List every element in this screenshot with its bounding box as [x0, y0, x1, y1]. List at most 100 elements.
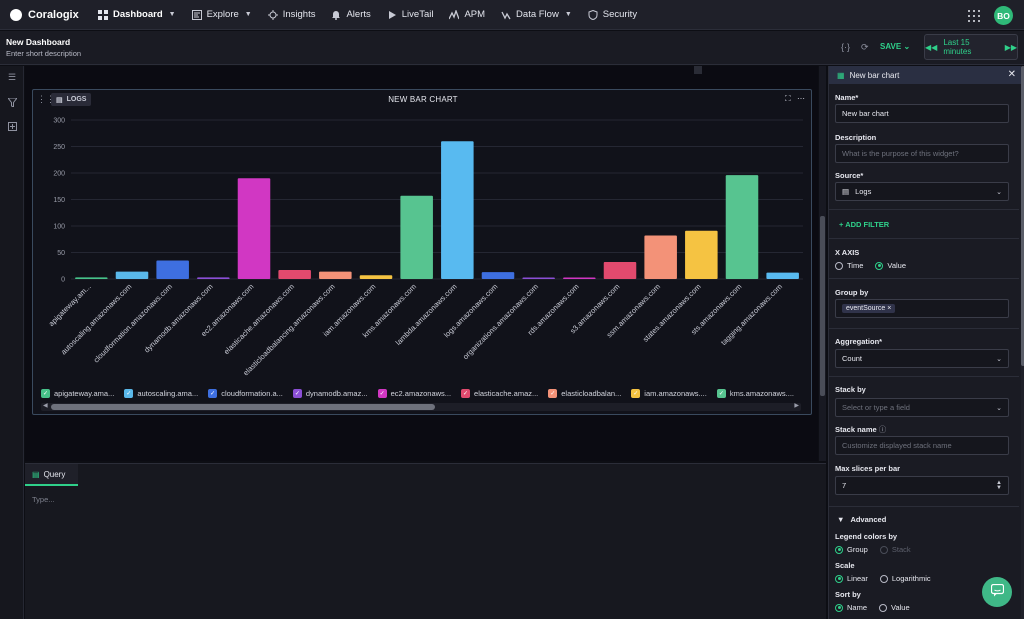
legend-item[interactable]: ✓ ec2.amazonaws...	[377, 387, 451, 399]
drag-handle-icon[interactable]: ⋮⋮	[37, 94, 55, 104]
scrollbar-thumb[interactable]	[51, 404, 435, 410]
more-options-icon[interactable]: ⋯	[797, 94, 805, 103]
bar[interactable]	[237, 178, 271, 279]
forward-icon[interactable]: ▶▶	[1004, 42, 1017, 52]
legend-checkbox[interactable]: ✓	[631, 388, 641, 398]
info-icon[interactable]: ⓘ	[878, 425, 887, 434]
bar-chart-widget[interactable]: ⋮⋮ ▤ LOGS NEW BAR CHART ⛶ ⋯ 0 50 100 150 200…	[32, 89, 812, 415]
nav-dataflow[interactable]: Data Flow ▼	[499, 0, 574, 30]
legend-item[interactable]: ✓ apigateway.ama...	[41, 387, 114, 399]
bar[interactable]	[197, 277, 230, 279]
chat-support-button[interactable]	[982, 577, 1012, 607]
add-widget-icon[interactable]	[7, 121, 17, 131]
bar[interactable]	[115, 271, 149, 279]
nav-alerts[interactable]: Alerts	[329, 0, 372, 30]
legend-checkbox[interactable]: ✓	[41, 388, 50, 398]
scroll-left-icon[interactable]: ◀	[43, 403, 48, 409]
group-by-field[interactable]: eventSource ×	[835, 299, 1009, 318]
sort-name-radio[interactable]: Name	[835, 603, 867, 612]
bar[interactable]	[522, 277, 555, 280]
description-field[interactable]: What is the purpose of this widget?	[835, 144, 1009, 163]
legend-stack-radio[interactable]: Stack	[879, 545, 911, 554]
source-select[interactable]: ▤ Logs ⌄	[835, 182, 1009, 201]
brand-logo[interactable]: Coralogix	[0, 8, 84, 21]
bar[interactable]	[725, 175, 759, 279]
name-field[interactable]: New bar chart	[835, 104, 1009, 123]
aggregation-select[interactable]: Count ⌄	[835, 349, 1009, 368]
y-tick-label: 0	[61, 277, 65, 284]
tab-query[interactable]: ▤ Query	[25, 464, 78, 486]
nav-livetail[interactable]: LiveTail	[385, 0, 436, 30]
bar[interactable]	[278, 269, 311, 279]
bar[interactable]	[441, 141, 474, 279]
nav-insights[interactable]: Insights	[266, 0, 318, 30]
nav-explore[interactable]: Explore ▼	[190, 0, 254, 30]
stack-by-select[interactable]: Select or type a field ⌄	[835, 398, 1009, 417]
save-button[interactable]: SAVE ⌄	[880, 42, 911, 51]
legend-group-radio[interactable]: Group	[835, 545, 868, 554]
scale-linear-radio[interactable]: Linear	[835, 574, 868, 583]
scrollbar-thumb[interactable]	[820, 216, 825, 396]
legend-item[interactable]: ✓ elasticache.amaz...	[461, 387, 538, 399]
bar[interactable]	[359, 275, 393, 279]
nav-security[interactable]: Security	[586, 0, 639, 30]
panel-scrollbar[interactable]	[1021, 66, 1024, 619]
legend-checkbox[interactable]: ✓	[124, 388, 134, 398]
max-slices-stepper[interactable]: 7 ▲ ▼	[835, 476, 1009, 495]
filter-icon[interactable]	[7, 97, 17, 107]
legend-checkbox[interactable]: ✓	[716, 388, 726, 398]
legend-checkbox[interactable]: ✓	[461, 388, 471, 398]
bar[interactable]	[685, 230, 718, 279]
rewind-icon[interactable]: ◀◀	[925, 42, 938, 52]
query-input[interactable]: Type...	[32, 495, 55, 504]
nav-apm[interactable]: APM	[447, 0, 487, 30]
x-tick-label: organizations.amazonaws.com	[461, 282, 540, 361]
bar[interactable]	[400, 195, 433, 279]
scale-log-radio[interactable]: Logarithmic	[879, 574, 931, 583]
legend-checkbox[interactable]: ✓	[548, 388, 558, 398]
brand-name: Coralogix	[28, 8, 79, 21]
bar[interactable]	[644, 235, 677, 279]
bar[interactable]	[319, 271, 352, 279]
bar[interactable]	[603, 262, 637, 279]
legend-item[interactable]: ✓ autoscaling.ama...	[124, 387, 198, 399]
legend-item[interactable]: ✓ elasticloadbalan...	[548, 387, 621, 399]
dashboard-description[interactable]: Enter short description	[6, 49, 82, 58]
legend-checkbox[interactable]: ✓	[377, 388, 387, 398]
canvas-scrollbar[interactable]	[819, 66, 826, 461]
refresh-icon[interactable]: ⟳	[861, 42, 869, 52]
bar[interactable]	[75, 277, 108, 279]
bar[interactable]	[563, 277, 596, 280]
fullscreen-icon[interactable]: ⛶	[785, 94, 791, 103]
legend-scrollbar[interactable]: ◀ ▶	[41, 403, 801, 411]
legend-checkbox[interactable]: ✓	[208, 388, 218, 398]
legend-item[interactable]: ✓ dynamodb.amaz...	[292, 387, 368, 399]
bar[interactable]	[481, 272, 515, 279]
sort-value-radio[interactable]: Value	[879, 603, 910, 612]
stepper-arrows-icon[interactable]: ▲ ▼	[996, 479, 1002, 491]
code-icon[interactable]: {·}	[841, 42, 851, 52]
legend-item[interactable]: ✓ iam.amazonaws....	[631, 387, 707, 399]
dashboard-title[interactable]: New Dashboard	[6, 37, 71, 47]
apps-grid-icon[interactable]	[968, 10, 980, 22]
stack-name-field[interactable]: Customize displayed stack name	[835, 436, 1009, 455]
scroll-right-icon[interactable]: ▶	[794, 403, 799, 409]
collapsed-widget-handle[interactable]	[694, 66, 702, 74]
scrollbar-thumb[interactable]	[1021, 66, 1024, 366]
nav-dashboard[interactable]: Dashboard ▼	[96, 0, 178, 30]
time-range-picker[interactable]: ◀◀ Last 15 minutes ▶▶	[924, 34, 1018, 60]
user-avatar[interactable]: BO	[994, 6, 1013, 25]
legend-item[interactable]: ✓ cloudformation.a...	[208, 387, 283, 399]
group-by-chip[interactable]: eventSource ×	[842, 304, 896, 313]
bar[interactable]	[156, 260, 189, 279]
legend-checkbox[interactable]: ✓	[292, 388, 302, 398]
x-axis-value-radio[interactable]: Value	[875, 261, 906, 270]
advanced-toggle[interactable]: ▼ Advanced	[837, 515, 887, 524]
legend-item[interactable]: ✓ kms.amazonaws....	[716, 387, 794, 399]
add-filter-button[interactable]: + ADD FILTER	[839, 220, 890, 229]
bar[interactable]	[766, 272, 799, 279]
close-icon[interactable]: ✕	[1007, 69, 1016, 80]
x-axis-time-radio[interactable]: Time	[835, 261, 863, 270]
close-icon[interactable]: ×	[887, 305, 892, 312]
list-icon[interactable]: ☰	[7, 71, 17, 82]
